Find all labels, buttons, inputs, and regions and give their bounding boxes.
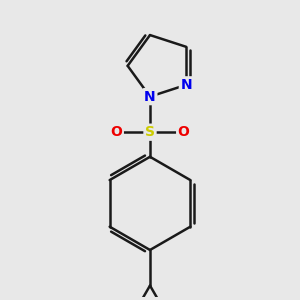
Text: O: O (178, 125, 190, 139)
Text: O: O (110, 125, 122, 139)
Text: N: N (144, 90, 156, 104)
Text: N: N (180, 78, 192, 92)
Text: S: S (145, 125, 155, 139)
